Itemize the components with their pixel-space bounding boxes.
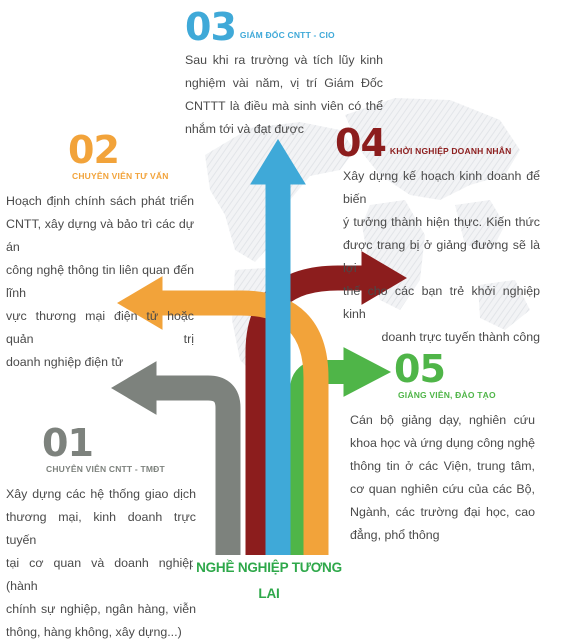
career-04-heading: 04 KHỞI NGHIỆP DOANH NHÂN bbox=[335, 124, 540, 162]
career-01-heading: 01CHUYÊN VIÊN CNTT - TMĐT bbox=[6, 424, 196, 480]
career-01-number: 01 bbox=[42, 421, 94, 465]
career-01-line: thông, hàng không, xây dựng...) bbox=[6, 625, 182, 639]
career-03-title: GIÁM ĐỐC CNTT - CIO bbox=[239, 30, 335, 40]
career-05-description: Cán bộ giảng dạy, nghiên cứu khoa học và… bbox=[350, 409, 535, 547]
career-02-description: Hoạch định chính sách phát triển CNTT, x… bbox=[6, 190, 194, 374]
career-03-description: Sau khi ra trường và tích lũy kinh nghiệ… bbox=[185, 49, 383, 141]
career-05-line: đẳng, phổ thông bbox=[350, 528, 440, 542]
career-01-line: thương mại, kinh doanh trực tuyến bbox=[6, 510, 196, 547]
career-04-line: được trang bị ở giảng đường sẽ là lợi bbox=[343, 238, 540, 275]
career-03-line: Sau khi ra trường và tích lũy kinh bbox=[185, 53, 383, 67]
career-01-line: tại cơ quan và doanh nghiệp (hành bbox=[6, 556, 196, 593]
career-03-line: CNTTT là điều mà sinh viên có thể bbox=[185, 99, 383, 113]
career-01-description: Xây dựng các hệ thống giao dịch thương m… bbox=[6, 483, 196, 644]
career-03-heading: 03 GIÁM ĐỐC CNTT - CIO bbox=[185, 8, 383, 46]
career-05-line: khoa học và ứng dụng công nghệ bbox=[350, 436, 535, 450]
career-03: 03 GIÁM ĐỐC CNTT - CIO Sau khi ra trường … bbox=[185, 8, 383, 141]
career-04-number: 04 bbox=[335, 121, 387, 165]
arrow-03 bbox=[250, 139, 306, 555]
career-diagram bbox=[111, 98, 530, 555]
career-03-line: nghiệm vài năm, vị trí Giám Đốc bbox=[185, 76, 383, 90]
career-04-title: KHỞI NGHIỆP DOANH NHÂN bbox=[389, 146, 512, 156]
career-05-number: 05 bbox=[394, 347, 446, 391]
career-01-line: Xây dựng các hệ thống giao dịch bbox=[6, 487, 196, 501]
career-02-heading: 02CHUYÊN VIÊN TƯ VẤN bbox=[6, 131, 194, 187]
career-05-heading: 05GIẢNG VIÊN, ĐÀO TẠO bbox=[350, 350, 535, 406]
career-01: 01CHUYÊN VIÊN CNTT - TMĐT Xây dựng các h… bbox=[6, 424, 196, 644]
footer-label: NGHỀ NGHIỆP TƯƠNG LAI bbox=[193, 555, 345, 601]
career-05-line: cơ quan nghiên cứu của các Bộ, bbox=[350, 482, 535, 496]
career-04: 04 KHỞI NGHIỆP DOANH NHÂN Xây dựng kế hoạ… bbox=[335, 124, 540, 349]
career-04-line: Xây dựng kế hoạch kinh doanh để biến bbox=[343, 169, 540, 206]
career-04-line: doanh trực tuyến thành công bbox=[381, 330, 540, 344]
career-02-title: CHUYÊN VIÊN TƯ VẤN bbox=[72, 171, 169, 181]
career-02-line: doanh nghiệp điện tử bbox=[6, 355, 124, 369]
career-05-title: GIẢNG VIÊN, ĐÀO TẠO bbox=[398, 390, 496, 400]
career-03-number: 03 bbox=[185, 5, 237, 49]
career-02-line: Hoạch định chính sách phát triển bbox=[6, 194, 194, 208]
career-01-line: chính sự nghiệp, ngân hàng, viễn bbox=[6, 602, 196, 616]
arrow-01 bbox=[111, 361, 241, 555]
career-05-line: thông tin ở các Viện, trung tâm, bbox=[350, 459, 535, 473]
career-01-title: CHUYÊN VIÊN CNTT - TMĐT bbox=[46, 464, 165, 474]
career-02-line: CNTT, xây dựng và bảo trì các dự án bbox=[6, 217, 194, 254]
career-05-line: Ngành, các trường đại học, cao bbox=[350, 505, 535, 519]
career-02-line: công nghệ thông tin liên quan đến lĩnh bbox=[6, 263, 194, 300]
career-05: 05GIẢNG VIÊN, ĐÀO TẠO Cán bộ giảng dạy, … bbox=[350, 350, 535, 547]
career-02: 02CHUYÊN VIÊN TƯ VẤN Hoạch định chính sá… bbox=[6, 131, 194, 374]
career-02-number: 02 bbox=[68, 128, 120, 172]
career-04-line: thế cho các bạn trẻ khởi nghiệp kinh bbox=[343, 284, 540, 321]
career-02-line: vực thương mại điện tử hoặc quản trị bbox=[6, 309, 194, 346]
career-04-description: Xây dựng kế hoạch kinh doanh để biến ý t… bbox=[335, 165, 540, 349]
career-05-line: Cán bộ giảng dạy, nghiên cứu bbox=[350, 413, 535, 427]
career-04-line: ý tưởng thành hiện thực. Kiến thức bbox=[343, 215, 540, 229]
arrow-02 bbox=[117, 276, 329, 555]
career-03-line: nhắm tới và đạt được bbox=[185, 122, 304, 136]
